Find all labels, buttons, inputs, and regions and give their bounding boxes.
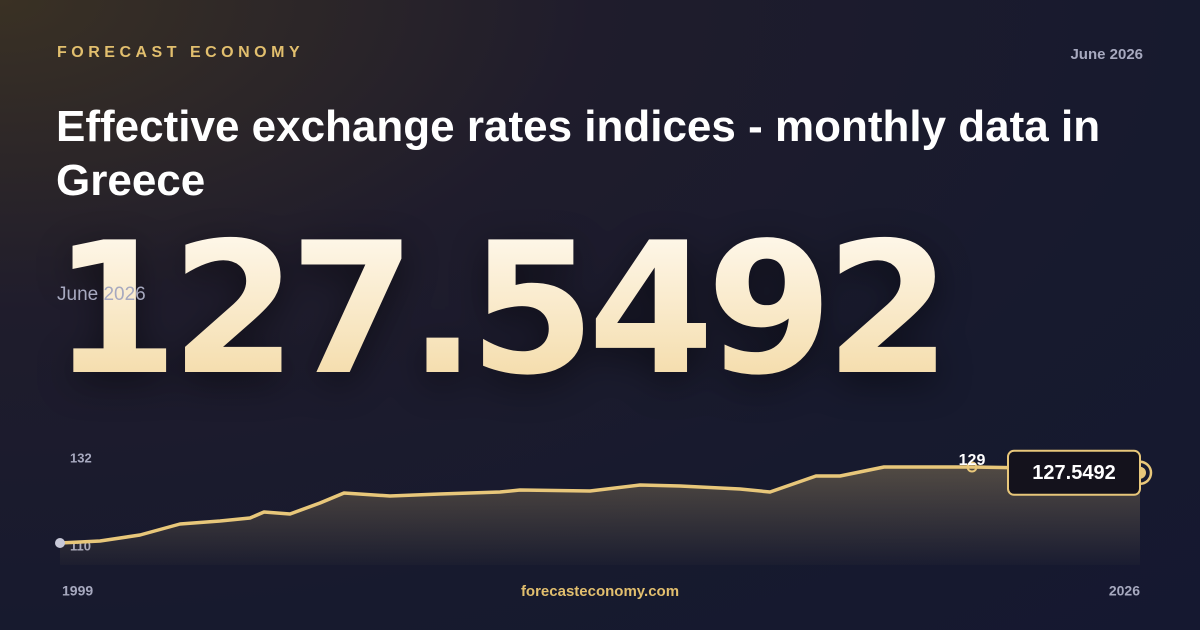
y-tick-label: 132 bbox=[70, 450, 92, 465]
start-point bbox=[55, 538, 65, 548]
peak-label: 129 bbox=[959, 452, 986, 469]
value-callout bbox=[1007, 449, 1141, 496]
date: June 2026 bbox=[1070, 46, 1143, 63]
footer: forecasteconomy.com bbox=[520, 583, 680, 600]
latest-value: 127.5492 bbox=[52, 203, 952, 415]
peak-point bbox=[966, 461, 978, 473]
x-tick-label: 1999 bbox=[62, 583, 93, 599]
line bbox=[59, 465, 1141, 545]
chart-title: Effective exchange rates indices - month… bbox=[56, 102, 1101, 205]
brand: FORECAST ECONOMY bbox=[57, 44, 305, 61]
latest-date: June 2026 bbox=[57, 284, 146, 305]
area bbox=[60, 467, 1140, 565]
x-tick-label: 2026 bbox=[1109, 583, 1140, 599]
value-callout-label: 127.5492 bbox=[1032, 462, 1115, 484]
